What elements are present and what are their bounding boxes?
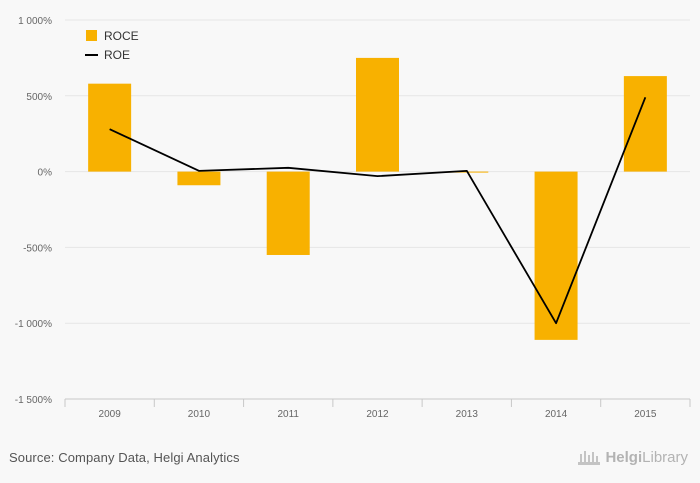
logo-text-helgi: Helgi — [605, 448, 643, 466]
x-tick-label: 2015 — [634, 409, 657, 420]
x-tick-label: 2010 — [188, 409, 211, 420]
x-tick-label: 2009 — [99, 409, 122, 420]
logo-text-library: Library — [642, 448, 688, 466]
roce-bar-2011 — [266, 171, 310, 255]
y-tick-label: -1 500% — [15, 395, 52, 406]
y-tick-label: -500% — [23, 243, 52, 254]
source-note: Source: Company Data, Helgi Analytics — [9, 450, 240, 465]
legend: ROCE ROE — [85, 29, 139, 62]
roe-line-layer — [109, 96, 647, 325]
roce-bar-2010 — [177, 171, 221, 186]
helgi-library-logo: HelgiLibrary — [577, 448, 688, 466]
x-tick-label: 2014 — [545, 409, 568, 420]
chart: 1 000% 500% 0% -500% -1 000% -1 500% 2009 2010… — [15, 16, 691, 420]
y-tick-label: 1 000% — [18, 16, 52, 27]
legend-roce-label: ROCE — [104, 29, 139, 43]
y-tick-label: -1 000% — [15, 319, 52, 330]
legend-roce-swatch — [86, 30, 97, 41]
x-axis: 2009 2010 2011 2012 2013 2014 2015 — [64, 398, 691, 420]
legend-roe-label: ROE — [104, 48, 130, 62]
x-tick-label: 2011 — [277, 409, 299, 420]
y-tick-label: 500% — [26, 92, 52, 103]
x-tick-label: 2013 — [456, 409, 479, 420]
roce-bar-2009 — [88, 83, 132, 172]
x-tick-label: 2012 — [366, 409, 389, 420]
roce-bars — [88, 57, 667, 340]
roce-bar-2012 — [356, 57, 399, 172]
y-tick-label: 0% — [38, 168, 53, 179]
logo-text: HelgiLibrary — [605, 449, 688, 466]
roce-bar-2014 — [534, 171, 578, 340]
roce-bar-2015 — [623, 76, 667, 172]
roe-line — [109, 96, 647, 325]
y-axis-tick-labels: 1 000% 500% 0% -500% -1 000% -1 500% — [15, 16, 52, 406]
library-building-icon — [578, 451, 601, 465]
